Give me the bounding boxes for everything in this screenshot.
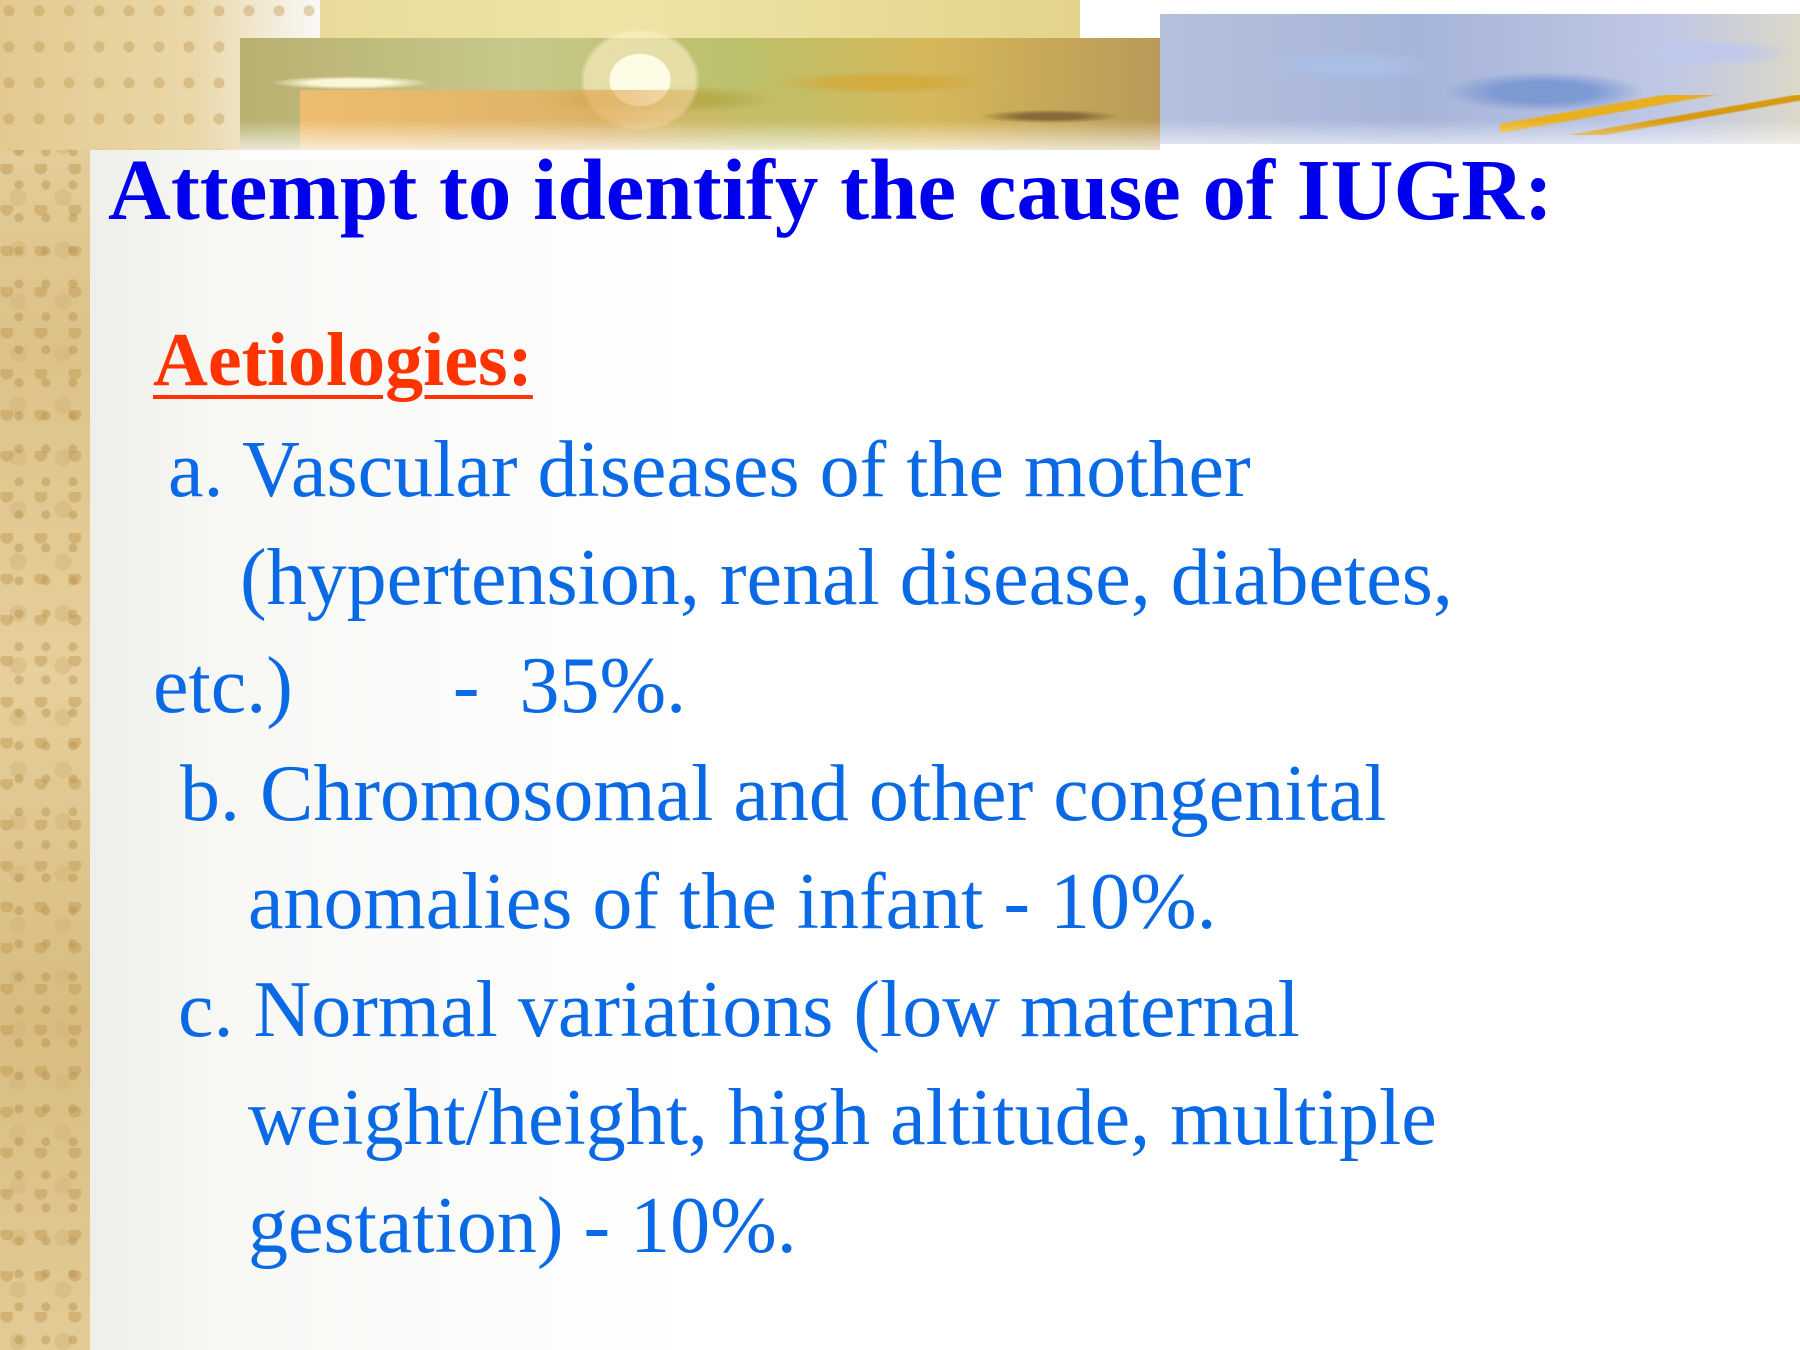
list-item-c-line-2: weight/height, high altitude, multiple bbox=[168, 1074, 1437, 1162]
list-item-b-line-2: anomalies of the infant - 10%. bbox=[168, 858, 1217, 946]
list-item-b-line-1: b. Chromosomal and other congenital bbox=[160, 750, 1387, 838]
list-item-a-line-1: a. Vascular diseases of the mother bbox=[148, 426, 1251, 514]
list-item-c-line-1: c. Normal variations (low maternal bbox=[158, 966, 1300, 1054]
list-item-a-line-2: (hypertension, renal disease, diabetes, bbox=[180, 534, 1453, 622]
slide-title: Attempt to identify the cause of IUGR: bbox=[108, 141, 1553, 238]
parchment-texture-strip bbox=[0, 0, 90, 1350]
banner-fade bbox=[240, 120, 1800, 160]
aetiologies-heading: Aetiologies: bbox=[153, 318, 533, 402]
list-item-c-line-3: gestation) - 10%. bbox=[168, 1182, 797, 1270]
floral-photo-banner bbox=[240, 0, 1800, 160]
list-item-a-line-3: etc.) - 35%. bbox=[153, 642, 687, 730]
